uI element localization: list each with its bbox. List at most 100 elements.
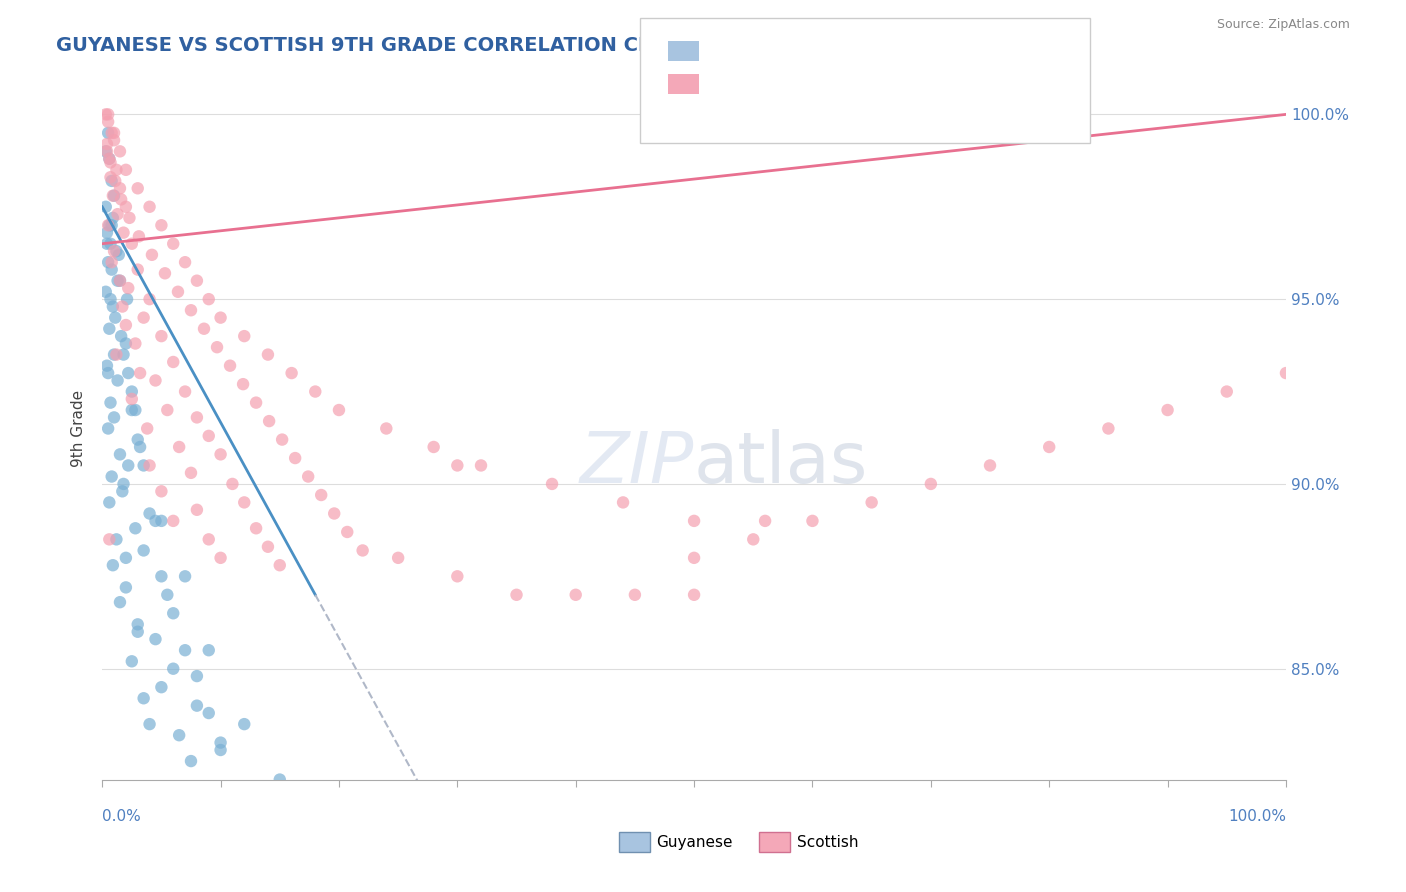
Point [94,200,117,214]
Point [150,680,173,694]
Point [221,477,243,491]
Point [257,414,280,428]
Point [100,170,122,185]
Point [219,359,242,373]
Point [105,533,128,547]
Point [1216,384,1239,399]
Point [115,200,138,214]
Point [108,595,131,609]
Point [111,300,134,314]
Point [98,322,121,336]
Text: atlas: atlas [695,429,869,498]
Point [138,292,160,306]
Point [1097,421,1119,435]
Point [115,550,138,565]
Point [98,533,121,547]
Point [115,292,138,306]
Point [117,281,139,295]
Point [121,403,143,417]
Point [422,440,444,454]
Point [96,145,118,159]
Point [96,226,118,240]
Text: N =: N = [837,75,873,93]
Text: 100.0%: 100.0% [1227,809,1286,824]
Point [117,458,139,473]
Point [100,236,122,251]
Point [98,495,121,509]
Point [104,310,127,325]
Point [110,329,132,343]
Point [108,181,131,195]
Point [271,433,294,447]
Point [336,524,359,539]
Text: N =: N = [837,42,873,60]
Point [111,484,134,499]
Point [186,503,208,517]
Point [127,181,149,195]
Point [128,229,150,244]
Point [284,451,307,466]
Point [683,588,706,602]
Point [105,348,128,362]
Point [112,477,135,491]
Point [107,274,129,288]
Point [94,107,117,121]
Point [129,366,152,380]
Point [197,643,219,657]
Point [186,410,208,425]
Point [323,507,346,521]
Point [209,310,232,325]
Point [115,581,138,595]
Point [624,588,647,602]
Point [132,458,155,473]
Text: Source: ZipAtlas.com: Source: ZipAtlas.com [1216,18,1350,31]
Point [94,145,117,159]
Point [186,274,208,288]
Point [564,588,586,602]
Point [860,495,883,509]
Point [180,303,202,318]
Point [280,366,302,380]
Point [309,488,332,502]
Point [297,469,319,483]
Point [150,329,173,343]
Point [162,355,184,369]
Point [101,211,124,225]
Point [197,429,219,443]
Point [167,728,190,742]
Point [245,521,267,535]
Point [101,188,124,202]
Point [186,698,208,713]
Point [97,115,120,129]
Point [96,359,118,373]
Point [108,447,131,461]
Point [112,348,135,362]
Point [103,133,125,147]
Point [257,540,280,554]
Point [103,188,125,202]
Point [108,274,131,288]
Point [233,717,256,731]
Point [104,174,127,188]
Text: ZIP: ZIP [579,429,695,498]
Point [683,514,706,528]
Point [180,754,202,768]
Point [100,219,122,233]
Point [127,262,149,277]
Point [124,336,146,351]
Point [124,521,146,535]
Point [541,477,564,491]
Point [97,255,120,269]
Point [138,458,160,473]
Point [121,236,143,251]
Text: 79: 79 [879,42,903,60]
Point [138,200,160,214]
Point [167,285,190,299]
Point [1038,440,1060,454]
Point [257,348,280,362]
Point [96,236,118,251]
Point [742,533,765,547]
Point [97,126,120,140]
Point [100,174,122,188]
Point [127,624,149,639]
